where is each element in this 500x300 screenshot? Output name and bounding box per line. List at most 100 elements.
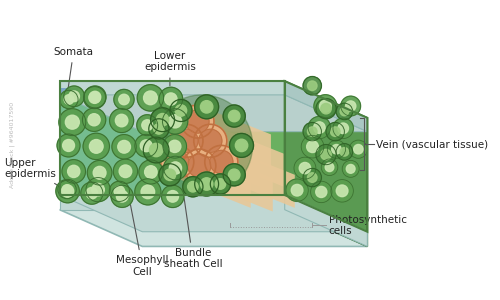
Circle shape <box>156 113 169 126</box>
Circle shape <box>62 140 74 152</box>
Circle shape <box>342 160 359 177</box>
Polygon shape <box>60 210 368 246</box>
Circle shape <box>164 93 177 105</box>
Polygon shape <box>60 88 78 95</box>
Circle shape <box>175 105 186 116</box>
Circle shape <box>236 139 248 152</box>
Circle shape <box>116 190 128 202</box>
Circle shape <box>164 169 175 181</box>
Circle shape <box>150 108 174 132</box>
Circle shape <box>338 123 348 134</box>
Circle shape <box>215 179 226 189</box>
Circle shape <box>163 135 186 158</box>
Circle shape <box>320 100 332 112</box>
Circle shape <box>164 156 187 180</box>
Circle shape <box>168 115 181 128</box>
Circle shape <box>183 149 216 182</box>
Circle shape <box>303 122 322 141</box>
Circle shape <box>186 110 209 133</box>
Circle shape <box>62 185 72 194</box>
Polygon shape <box>198 105 271 167</box>
Circle shape <box>111 185 133 207</box>
Polygon shape <box>60 81 284 95</box>
Circle shape <box>286 179 308 201</box>
Circle shape <box>210 150 233 173</box>
Circle shape <box>167 190 178 202</box>
Text: Adobe Stock | #964017590: Adobe Stock | #964017590 <box>9 102 15 188</box>
Circle shape <box>84 87 106 109</box>
Circle shape <box>150 143 163 157</box>
Circle shape <box>168 140 181 152</box>
Circle shape <box>170 162 181 174</box>
Circle shape <box>230 134 254 157</box>
Circle shape <box>314 122 325 134</box>
Circle shape <box>223 164 245 186</box>
Polygon shape <box>222 146 295 208</box>
Circle shape <box>137 85 164 111</box>
Circle shape <box>308 127 317 136</box>
Circle shape <box>88 114 100 126</box>
Circle shape <box>175 129 198 152</box>
Circle shape <box>152 95 252 196</box>
Circle shape <box>110 109 134 133</box>
Circle shape <box>68 165 80 178</box>
Circle shape <box>68 91 80 102</box>
Circle shape <box>198 129 222 152</box>
Circle shape <box>90 140 103 153</box>
Circle shape <box>149 119 169 139</box>
Circle shape <box>89 92 101 103</box>
Circle shape <box>83 133 110 160</box>
Circle shape <box>316 145 336 165</box>
Circle shape <box>299 162 310 174</box>
Circle shape <box>60 90 78 109</box>
Circle shape <box>321 149 332 160</box>
Circle shape <box>162 185 184 208</box>
Text: Vein (vascular tissue): Vein (vascular tissue) <box>376 139 488 149</box>
Circle shape <box>142 120 152 130</box>
Circle shape <box>303 76 322 95</box>
Circle shape <box>62 185 74 197</box>
Circle shape <box>228 110 240 122</box>
Polygon shape <box>60 81 193 210</box>
Circle shape <box>84 86 106 108</box>
Circle shape <box>308 116 330 139</box>
Circle shape <box>140 140 152 152</box>
Polygon shape <box>60 81 284 210</box>
Circle shape <box>64 95 74 104</box>
Circle shape <box>114 89 134 110</box>
Circle shape <box>228 169 240 181</box>
Circle shape <box>162 109 188 134</box>
Circle shape <box>81 182 103 204</box>
Circle shape <box>292 184 303 196</box>
Circle shape <box>86 188 98 199</box>
Circle shape <box>144 91 158 105</box>
Circle shape <box>341 96 360 116</box>
Polygon shape <box>284 81 368 132</box>
Circle shape <box>200 178 213 190</box>
Text: Lower
epidermis: Lower epidermis <box>144 51 196 86</box>
Polygon shape <box>284 81 368 246</box>
Polygon shape <box>60 195 368 232</box>
Circle shape <box>321 103 332 114</box>
Circle shape <box>188 182 198 192</box>
Text: Bundle
sheath Cell: Bundle sheath Cell <box>164 198 222 269</box>
Circle shape <box>139 160 163 184</box>
Circle shape <box>330 127 340 136</box>
Circle shape <box>62 160 86 183</box>
Circle shape <box>116 114 128 127</box>
Circle shape <box>336 185 348 197</box>
Circle shape <box>328 140 345 158</box>
Circle shape <box>308 81 317 91</box>
Circle shape <box>170 100 192 122</box>
Circle shape <box>154 124 164 134</box>
Circle shape <box>59 109 86 136</box>
Circle shape <box>93 167 106 179</box>
Circle shape <box>321 159 338 175</box>
Circle shape <box>166 150 189 173</box>
Polygon shape <box>177 146 250 208</box>
Circle shape <box>57 134 80 157</box>
Circle shape <box>336 144 352 160</box>
Circle shape <box>294 157 316 179</box>
Circle shape <box>200 100 213 113</box>
Circle shape <box>223 105 245 127</box>
